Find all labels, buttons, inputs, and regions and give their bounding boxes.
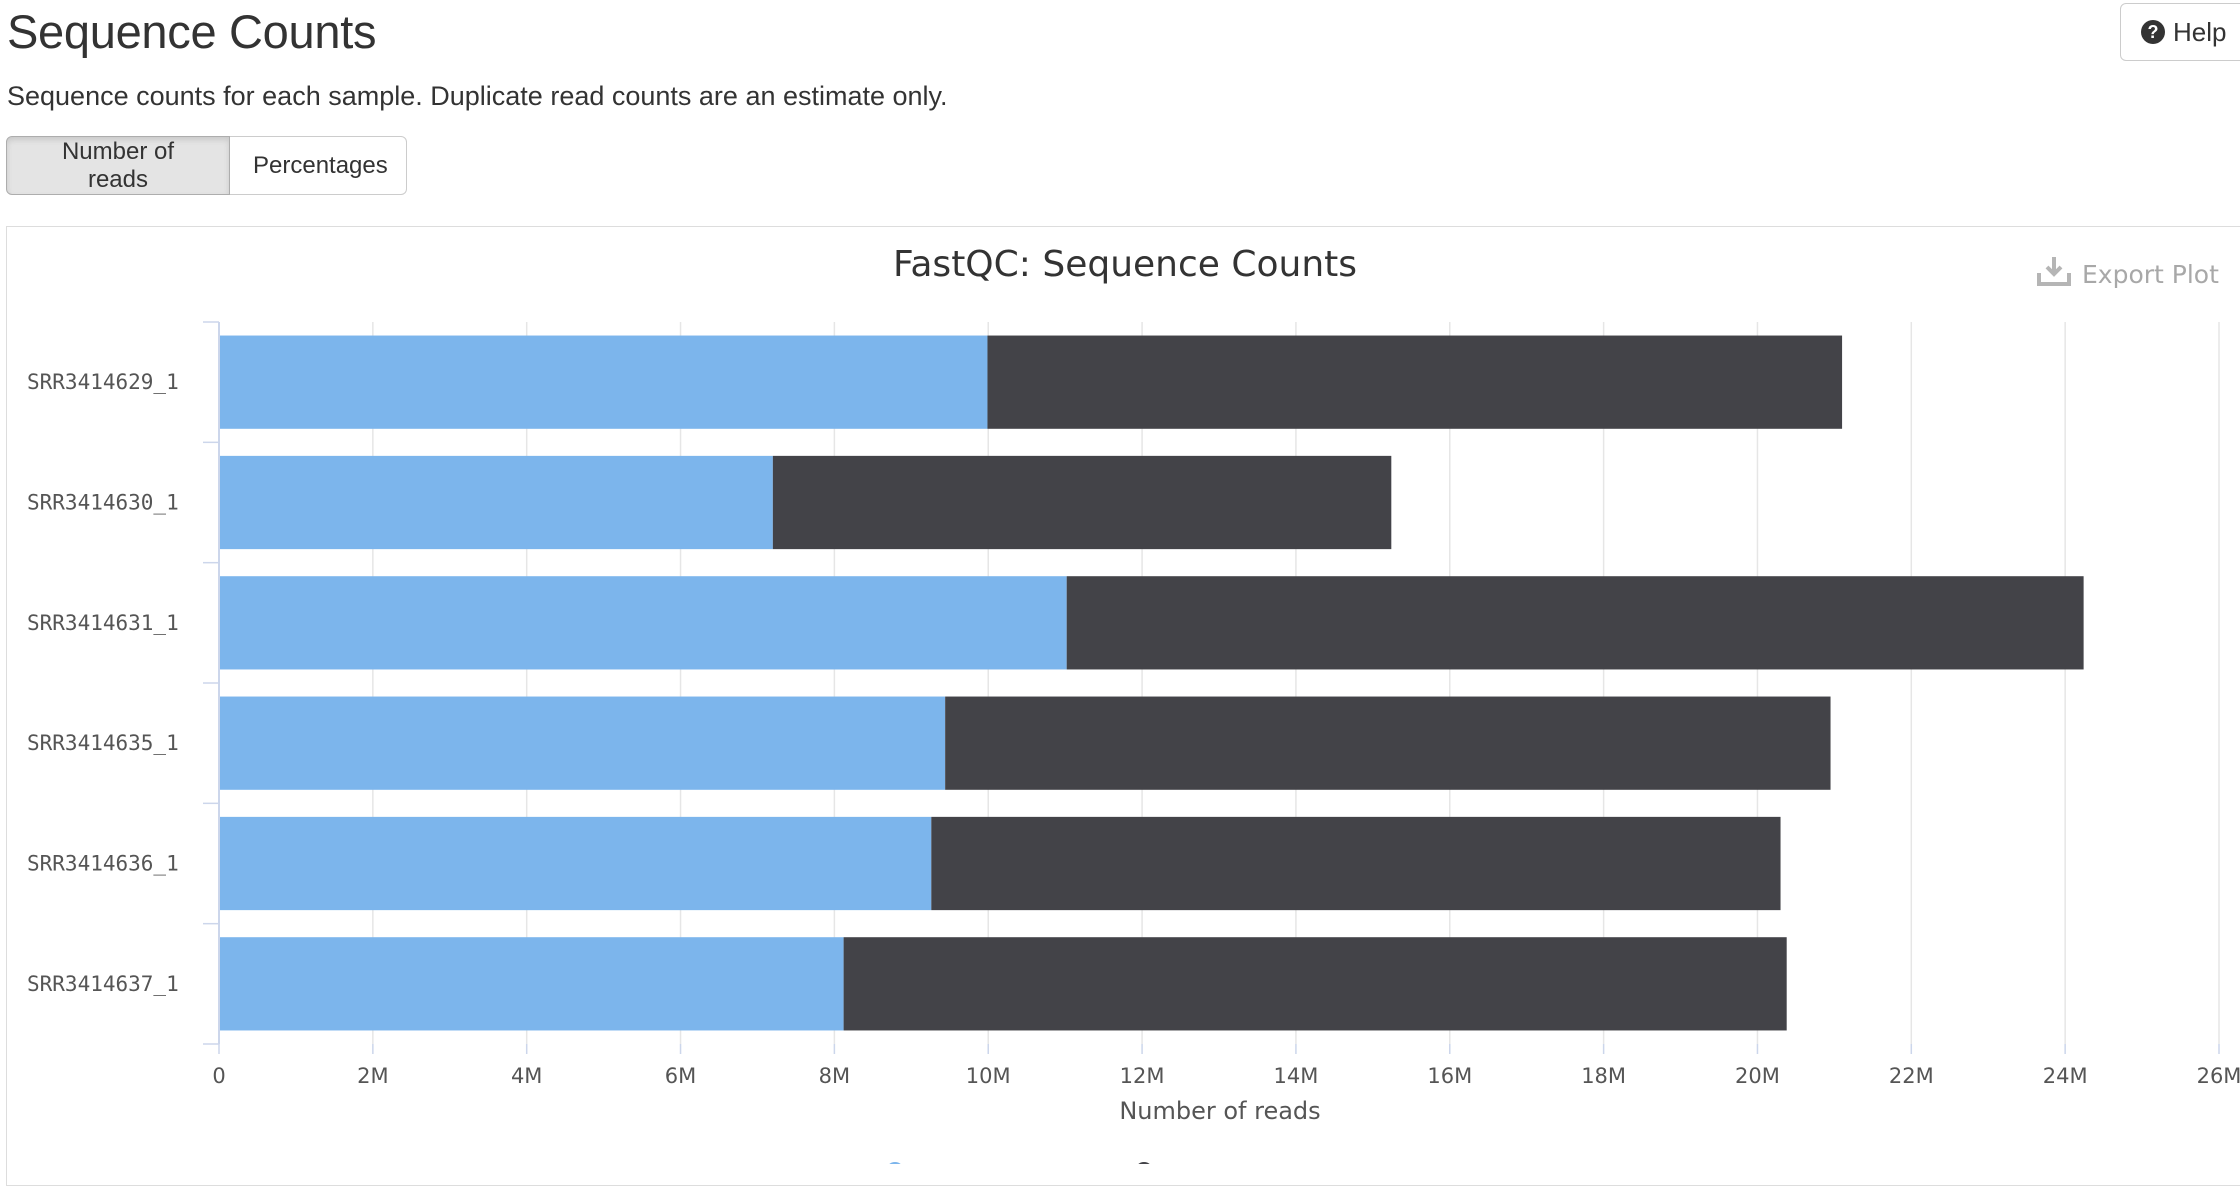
x-tick-label: 6M	[665, 1064, 696, 1088]
x-tick-label: 14M	[1274, 1064, 1319, 1088]
bar-segment-duplicate[interactable]	[945, 696, 1831, 790]
bar-segment-duplicate[interactable]	[843, 937, 1787, 1031]
page-title: Sequence Counts	[7, 5, 377, 58]
x-tick-label: 24M	[2043, 1064, 2088, 1088]
x-tick-label: 8M	[819, 1064, 850, 1088]
chart-title: FastQC: Sequence Counts	[893, 244, 1357, 285]
export-plot-button[interactable]: Export Plot	[2036, 255, 2219, 293]
x-tick-label: 0	[212, 1064, 225, 1088]
grid-lines	[372, 322, 2220, 1044]
x-tick-label: 26M	[2197, 1064, 2240, 1088]
bar-segment-unique[interactable]	[219, 696, 946, 790]
x-tick-label: 22M	[1889, 1064, 1934, 1088]
category-label[interactable]: SRR3414635_1	[27, 731, 179, 755]
page-description: Sequence counts for each sample. Duplica…	[7, 81, 948, 111]
bar-segment-unique[interactable]	[219, 937, 844, 1031]
x-tick-label: 2M	[357, 1064, 388, 1088]
question-circle-icon: ?	[2141, 20, 2165, 44]
bars	[219, 335, 2084, 1031]
category-label[interactable]: SRR3414636_1	[27, 852, 179, 876]
bar-segment-duplicate[interactable]	[931, 816, 1781, 911]
category-label[interactable]: SRR3414629_1	[27, 370, 179, 394]
number-of-reads-button[interactable]: Number of reads	[6, 136, 230, 195]
view-toggle-group: Number of reads Percentages	[6, 136, 407, 195]
percentages-button[interactable]: Percentages	[230, 136, 407, 195]
category-label[interactable]: SRR3414631_1	[27, 611, 179, 635]
bar-segment-unique[interactable]	[219, 576, 1067, 670]
bar-segment-duplicate[interactable]	[772, 455, 1392, 550]
x-tick-label: 10M	[966, 1064, 1011, 1088]
x-tick-label: 4M	[511, 1064, 542, 1088]
x-tick-label: 12M	[1120, 1064, 1165, 1088]
download-icon	[2036, 255, 2072, 293]
bar-segment-unique[interactable]	[219, 816, 932, 911]
x-tick-label: 20M	[1735, 1064, 1780, 1088]
axes: 0 2M 4M 6M 8M 10M 12M 14M 16M 18M 20M 22M 24M 26M SRR3…	[27, 321, 2240, 1088]
x-tick-label: 18M	[1581, 1064, 1626, 1088]
export-plot-label: Export Plot	[2082, 259, 2219, 289]
bar-segment-duplicate[interactable]	[987, 335, 1843, 429]
x-axis-title: Number of reads	[1119, 1097, 1320, 1125]
x-tick-label: 16M	[1427, 1064, 1472, 1088]
help-button-label: Help	[2173, 16, 2227, 47]
category-label[interactable]: SRR3414630_1	[27, 491, 179, 515]
bar-segment-duplicate[interactable]	[1066, 576, 2084, 670]
bar-segment-unique[interactable]	[219, 335, 988, 429]
category-label[interactable]: SRR3414637_1	[27, 972, 179, 996]
bar-segment-unique[interactable]	[219, 455, 773, 550]
help-button[interactable]: ? Help	[2120, 3, 2240, 61]
